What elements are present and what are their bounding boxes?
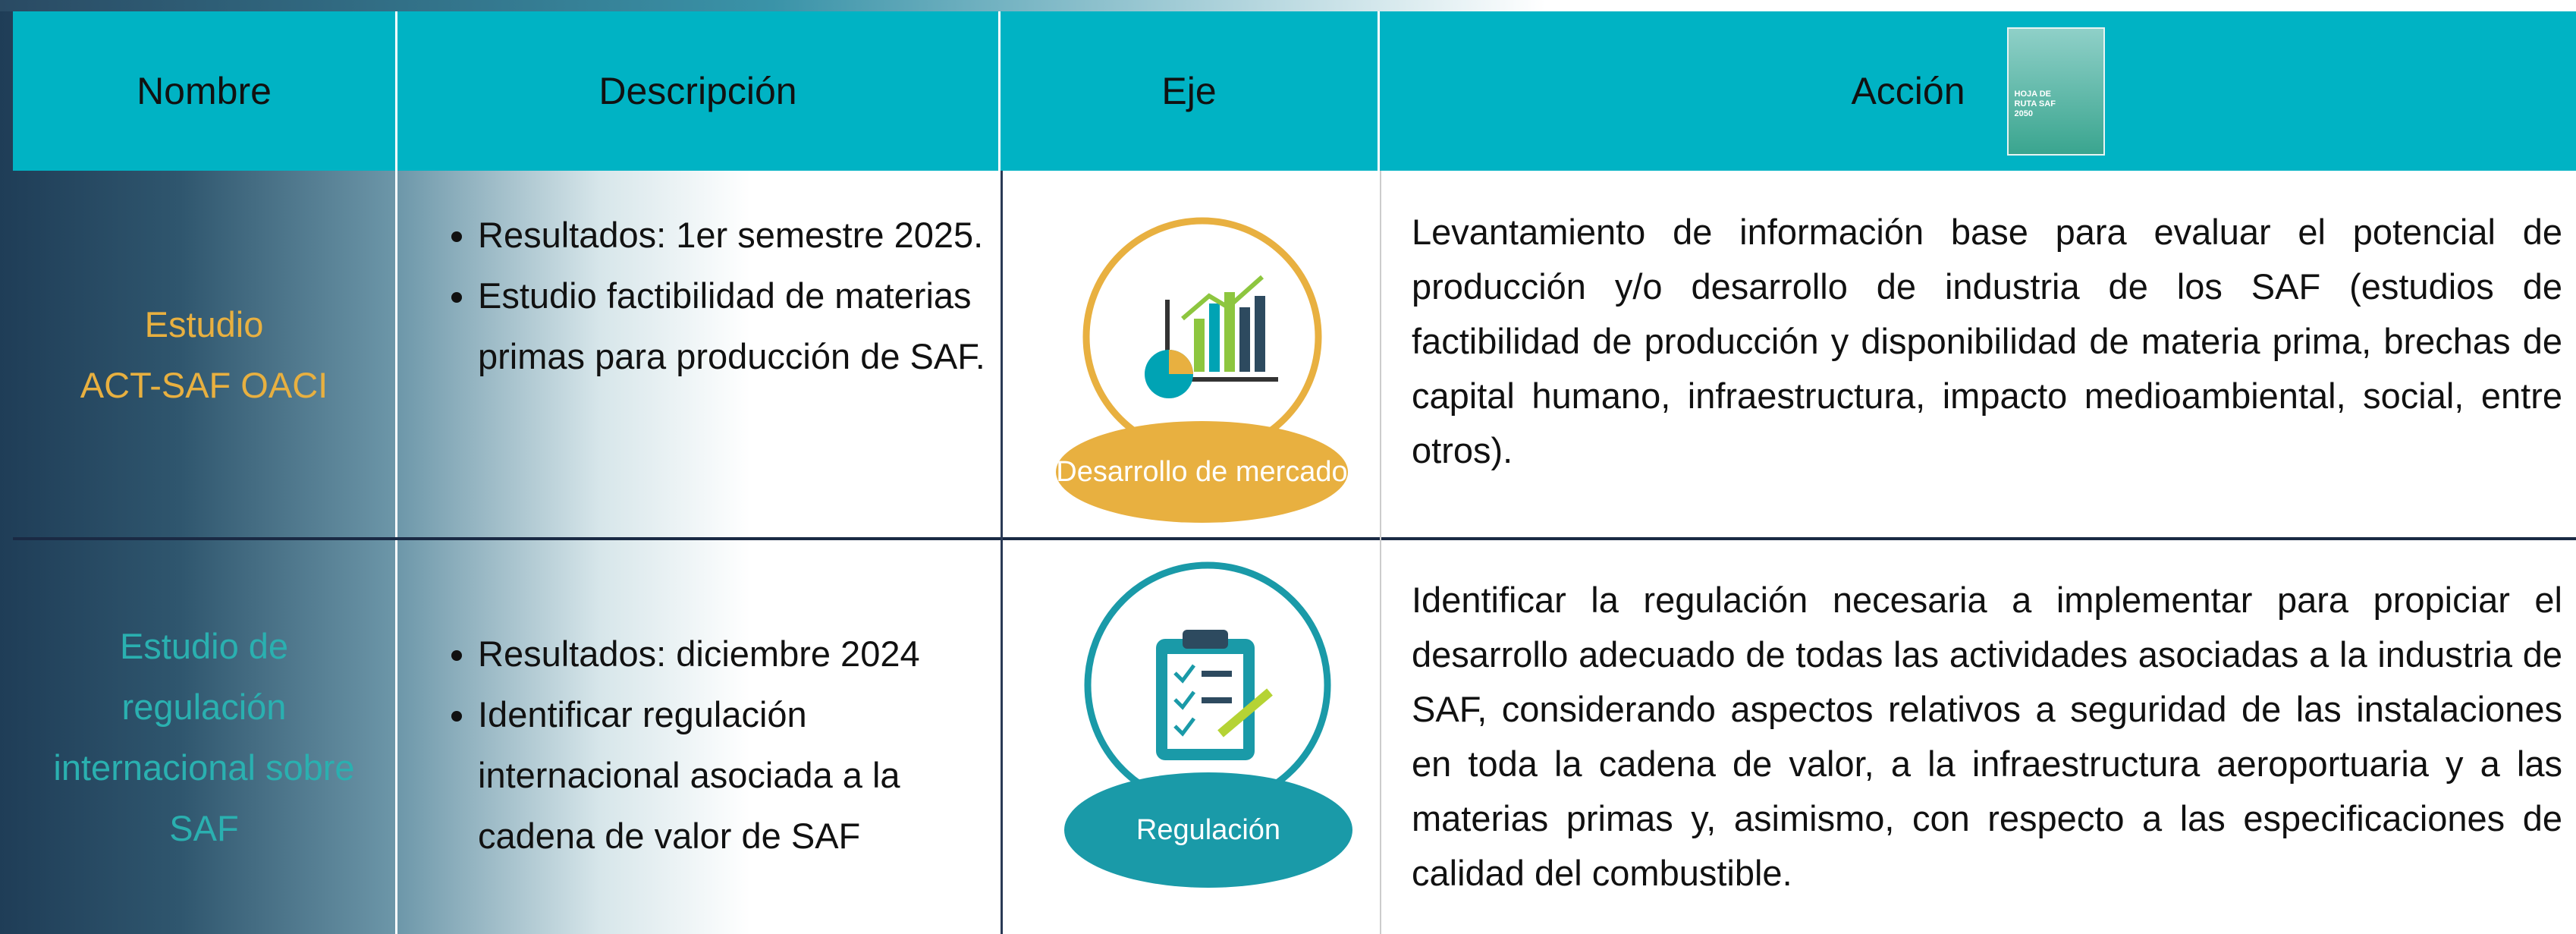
header-cell: Nombre (13, 11, 397, 171)
nombre-line: ACT-SAF OACI (80, 364, 328, 405)
descripcion-list: Resultados: 1er semestre 2025.Estudio fa… (440, 205, 994, 387)
descripcion-item: Estudio factibilidad de materias primas … (478, 266, 994, 387)
eje-icon (1082, 217, 1322, 457)
descripcion-item: Resultados: 1er semestre 2025. (478, 205, 994, 266)
nombre-line: Estudio (144, 303, 264, 344)
header-label: Eje (1161, 70, 1217, 112)
eje-label: Desarrollo de mercado (1056, 421, 1348, 523)
top-bar (0, 0, 2576, 11)
descripcion-item: Identificar regulación internacional aso… (478, 684, 994, 866)
column-divider (1001, 171, 1003, 934)
header-cell: Descripción (397, 11, 1001, 171)
thumbnail-text: HOJA DE RUTA SAF 2050 (2014, 89, 2056, 118)
nombre-cell: Estudio ACT-SAF OACI (13, 171, 397, 539)
header-cell: Acción HOJA DE RUTA SAF 2050 (1380, 11, 2576, 171)
descripcion-cell: Resultados: diciembre 2024Identificar re… (440, 624, 994, 866)
eje-cell: Regulación (1001, 540, 1380, 934)
eje-label: Regulación (1064, 772, 1352, 888)
descripcion-item: Resultados: diciembre 2024 (478, 624, 994, 684)
header-label: Nombre (137, 70, 272, 112)
accion-text: Identificar la regulación necesaria a im… (1412, 580, 2562, 893)
nombre-line: regulación (121, 686, 287, 727)
nombre: Estudio de regulación internacional sobre S… (53, 616, 354, 859)
nombre-cell: Estudio de regulación internacional sobre S… (13, 540, 397, 934)
nombre: Estudio ACT-SAF OACI (80, 294, 328, 416)
descripcion-list: Resultados: diciembre 2024Identificar re… (440, 624, 994, 866)
descripcion-cell: Resultados: 1er semestre 2025.Estudio fa… (440, 205, 994, 387)
eje-icon (1084, 561, 1331, 809)
header-cell: Eje (1001, 11, 1380, 171)
header-label: Acción (1851, 70, 1965, 112)
nombre-line: Estudio de (119, 625, 289, 666)
nombre-line: internacional sobre (53, 747, 355, 788)
accion-text: Levantamiento de información base para e… (1412, 212, 2562, 470)
thumbnail: HOJA DE RUTA SAF 2050 (2006, 27, 2105, 156)
nombre-line: SAF (169, 807, 239, 848)
row-divider (13, 537, 2576, 540)
column-divider (1380, 171, 1381, 934)
eje-cell: Desarrollo de mercado (1001, 171, 1380, 539)
header-label: Descripción (598, 70, 797, 112)
